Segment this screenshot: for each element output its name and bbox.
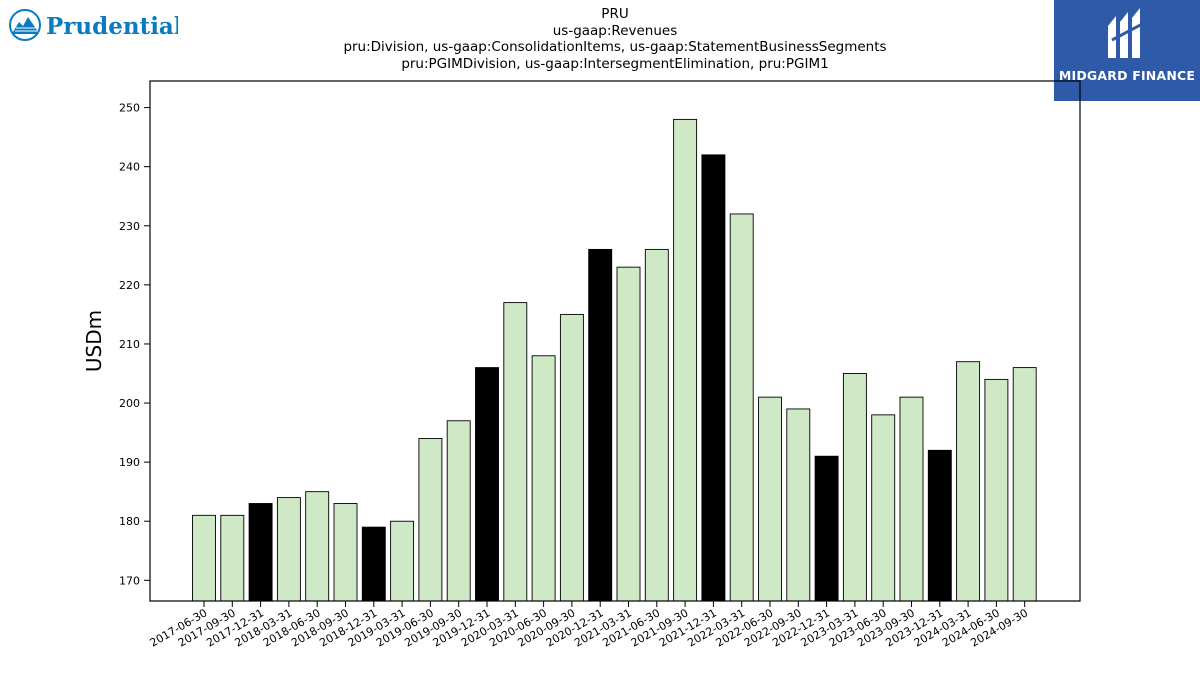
bar	[192, 514, 216, 602]
x-axis: 2017-06-302017-09-302017-12-312018-03-31…	[148, 601, 1030, 650]
bar	[616, 266, 641, 602]
bar	[418, 438, 443, 602]
bar	[390, 520, 415, 602]
y-axis-title: USDm	[82, 310, 106, 372]
bar	[842, 373, 867, 602]
bar	[814, 455, 839, 602]
y-tick-label: 200	[119, 397, 140, 410]
y-tick-label: 240	[119, 161, 140, 174]
bar	[503, 302, 528, 602]
bar	[248, 503, 273, 602]
y-tick-label: 210	[119, 338, 140, 351]
bar	[588, 248, 613, 602]
y-tick-label: 220	[119, 279, 140, 292]
bar	[956, 361, 981, 602]
plot-frame	[149, 80, 1081, 602]
midgard-m-icon	[1108, 8, 1147, 58]
bar	[899, 396, 924, 602]
bar	[644, 248, 669, 602]
chart-title-line: pru:Division, us-gaap:ConsolidationItems…	[343, 39, 887, 55]
chart-title-line: PRU	[601, 6, 629, 22]
bar	[871, 414, 896, 602]
y-tick-label: 250	[119, 102, 140, 115]
bar	[1012, 367, 1037, 602]
bar	[927, 449, 952, 602]
y-tick-label: 190	[119, 456, 140, 469]
y-tick-label: 170	[119, 574, 140, 587]
prudential-wordmark: Prudential	[46, 13, 178, 40]
bar	[984, 378, 1009, 602]
bar	[531, 355, 556, 602]
bar	[758, 396, 782, 602]
y-tick-label: 230	[119, 220, 140, 233]
rock-of-gibraltar-icon	[9, 9, 41, 41]
bar	[701, 154, 726, 602]
bar	[220, 514, 245, 602]
bar	[729, 213, 754, 602]
chart-title-line: pru:PGIMDivision, us-gaap:IntersegmentEl…	[401, 55, 829, 72]
bar	[673, 118, 698, 602]
y-axis: 170 180 190 200 210 220 230 240 250	[119, 102, 150, 587]
bar	[361, 526, 386, 602]
prudential-logo: Prudential	[8, 8, 183, 44]
midgard-wordmark: MIDGARD FINANCE	[1058, 68, 1196, 83]
bar	[475, 367, 499, 602]
chart-title: PRU us-gaap:Revenues pru:Division, us-ga…	[150, 6, 1080, 72]
bar	[446, 420, 471, 602]
chart-title-line: us-gaap:Revenues	[552, 22, 678, 39]
y-tick-label: 180	[119, 515, 140, 528]
bar	[786, 408, 811, 602]
bar	[559, 313, 584, 602]
bar	[276, 497, 301, 602]
midgard-finance-logo: MIDGARD FINANCE	[1054, 0, 1200, 101]
bars-group	[192, 118, 1037, 602]
bar	[333, 503, 358, 602]
bar	[305, 491, 330, 602]
